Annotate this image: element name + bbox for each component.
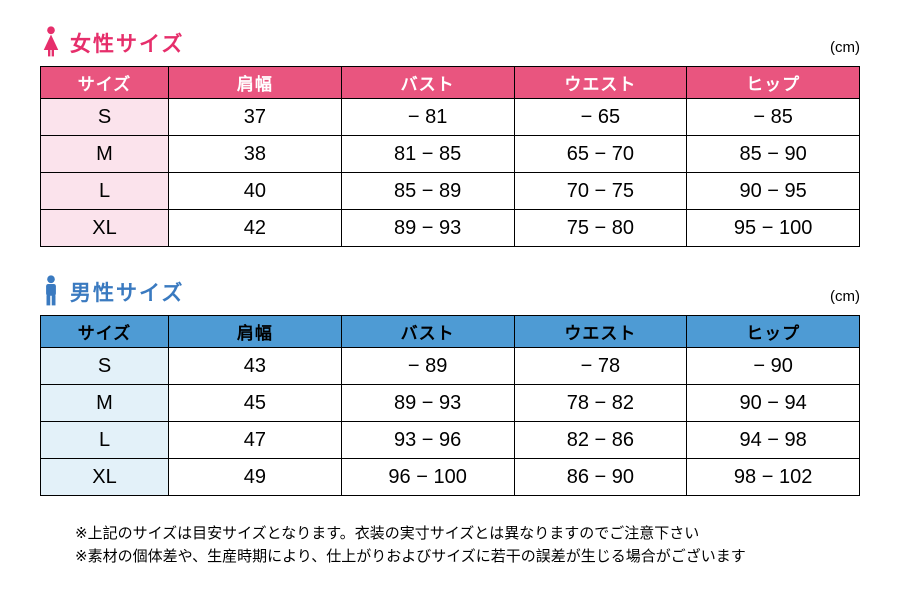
waist-value: 82 − 86 xyxy=(513,421,688,459)
note-line-1: ※上記のサイズは目安サイズとなります。衣装の実寸サイズとは異なりますのでご注意下… xyxy=(75,525,700,542)
size-label: XL xyxy=(40,209,169,247)
size-label: S xyxy=(40,347,169,385)
shoulder-value: 38 xyxy=(168,135,342,173)
women-row-xl: XL 42 89 − 93 75 − 80 95 − 100 xyxy=(40,209,860,247)
hip-value: 90 − 94 xyxy=(686,384,860,422)
men-col-size: サイズ xyxy=(40,315,169,348)
women-size-table: サイズ 肩幅 バスト ウエスト ヒップ S 37 − 81 − 65 − 85 … xyxy=(40,66,860,247)
women-col-bust: バスト xyxy=(340,66,515,99)
shoulder-value: 43 xyxy=(168,347,342,385)
shoulder-value: 45 xyxy=(168,384,342,422)
size-label: L xyxy=(40,421,169,459)
male-icon xyxy=(46,275,56,306)
waist-value: 86 − 90 xyxy=(513,458,688,496)
shoulder-value: 49 xyxy=(168,458,342,496)
hip-value: 94 − 98 xyxy=(686,421,860,459)
bust-value: 89 − 93 xyxy=(340,209,515,247)
women-unit-label: (cm) xyxy=(830,39,860,56)
note-line-2: ※素材の個体差や、生産時期により、仕上がりおよびサイズに若干の誤差が生じる場合が… xyxy=(75,548,746,566)
women-row-l: L 40 85 − 89 70 − 75 90 − 95 xyxy=(40,172,860,210)
size-label: L xyxy=(40,172,169,210)
waist-value: 78 − 82 xyxy=(513,384,688,422)
bust-value: 81 − 85 xyxy=(340,135,515,173)
women-col-size: サイズ xyxy=(40,66,169,99)
footer-notes: ※上記のサイズは目安サイズとなります。衣装の実寸サイズとは異なりますのでご注意下… xyxy=(40,522,860,569)
size-label: S xyxy=(40,98,169,136)
hip-value: 98 − 102 xyxy=(686,458,860,496)
women-col-shoulder: 肩幅 xyxy=(168,66,342,99)
waist-value: − 65 xyxy=(513,98,688,136)
waist-value: 70 − 75 xyxy=(513,172,688,210)
women-size-section: 女性サイズ (cm) サイズ 肩幅 バスト ウエスト ヒップ S 37 − 81 xyxy=(40,24,860,247)
bust-value: − 89 xyxy=(340,347,515,385)
bust-value: − 81 xyxy=(340,98,515,136)
women-col-waist: ウエスト xyxy=(513,66,688,99)
size-label: M xyxy=(40,135,169,173)
bust-value: 93 − 96 xyxy=(340,421,515,459)
female-icon xyxy=(43,26,59,57)
waist-value: 75 − 80 xyxy=(513,209,688,247)
women-col-hip: ヒップ xyxy=(686,66,860,99)
bust-value: 96 − 100 xyxy=(340,458,515,496)
hip-value: − 90 xyxy=(686,347,860,385)
men-col-shoulder: 肩幅 xyxy=(168,315,342,348)
men-col-hip: ヒップ xyxy=(686,315,860,348)
bust-value: 89 − 93 xyxy=(340,384,515,422)
women-header-row: サイズ 肩幅 バスト ウエスト ヒップ xyxy=(40,66,860,99)
hip-value: 95 − 100 xyxy=(686,209,860,247)
bust-value: 85 − 89 xyxy=(340,172,515,210)
waist-value: 65 − 70 xyxy=(513,135,688,173)
men-title-bar: 男性サイズ (cm) xyxy=(40,273,860,307)
men-col-bust: バスト xyxy=(340,315,515,348)
men-unit-label: (cm) xyxy=(830,288,860,305)
men-row-s: S 43 − 89 − 78 − 90 xyxy=(40,347,860,385)
shoulder-value: 40 xyxy=(168,172,342,210)
hip-value: 90 − 95 xyxy=(686,172,860,210)
men-section-title: 男性サイズ xyxy=(70,281,185,305)
size-label: XL xyxy=(40,458,169,496)
shoulder-value: 47 xyxy=(168,421,342,459)
hip-value: − 85 xyxy=(686,98,860,136)
men-row-l: L 47 93 − 96 82 − 86 94 − 98 xyxy=(40,421,860,459)
women-row-s: S 37 − 81 − 65 − 85 xyxy=(40,98,860,136)
men-size-section: 男性サイズ (cm) サイズ 肩幅 バスト ウエスト ヒップ S 43 − 89 xyxy=(40,273,860,496)
women-row-m: M 38 81 − 85 65 − 70 85 − 90 xyxy=(40,135,860,173)
men-row-m: M 45 89 − 93 78 − 82 90 − 94 xyxy=(40,384,860,422)
men-size-table: サイズ 肩幅 バスト ウエスト ヒップ S 43 − 89 − 78 − 90 … xyxy=(40,315,860,496)
shoulder-value: 37 xyxy=(168,98,342,136)
hip-value: 85 − 90 xyxy=(686,135,860,173)
shoulder-value: 42 xyxy=(168,209,342,247)
women-title-bar: 女性サイズ (cm) xyxy=(40,24,860,58)
men-header-row: サイズ 肩幅 バスト ウエスト ヒップ xyxy=(40,315,860,348)
women-section-title: 女性サイズ xyxy=(70,32,185,56)
size-label: M xyxy=(40,384,169,422)
waist-value: − 78 xyxy=(513,347,688,385)
men-row-xl: XL 49 96 − 100 86 − 90 98 − 102 xyxy=(40,458,860,496)
men-col-waist: ウエスト xyxy=(513,315,688,348)
